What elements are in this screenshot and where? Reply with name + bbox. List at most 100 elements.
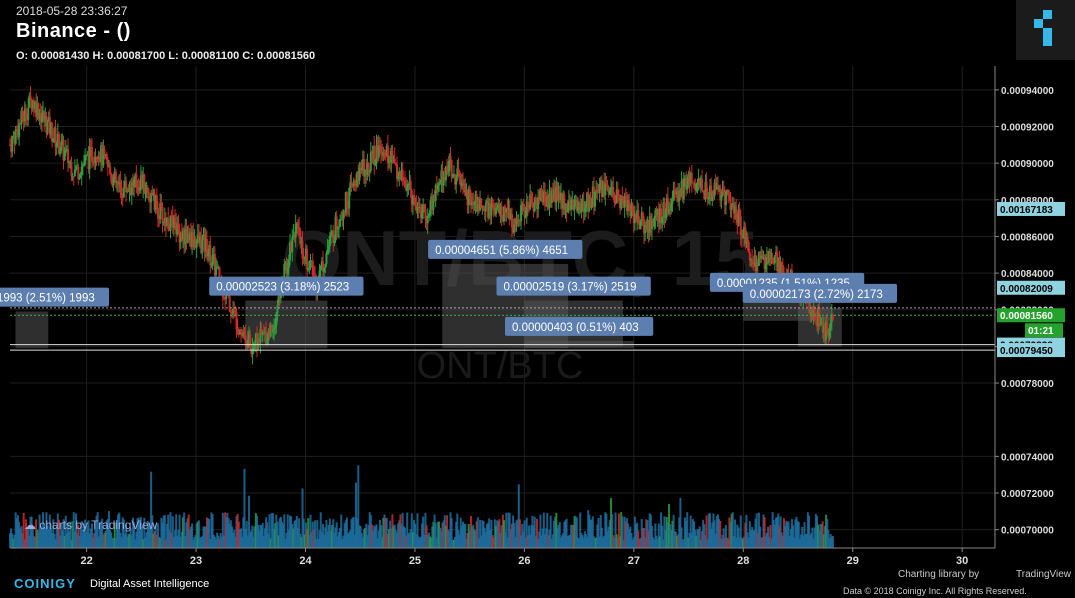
measurement-label-bg <box>209 276 364 296</box>
volume-bar <box>440 531 443 548</box>
volume-bar <box>416 513 419 548</box>
volume-bar <box>95 515 98 548</box>
candle-body <box>341 219 344 221</box>
volume-bar <box>604 512 607 548</box>
volume-bar <box>457 530 460 548</box>
footer-brand[interactable]: COINIGY <box>14 576 76 591</box>
candle-body <box>716 186 719 189</box>
candle-body <box>743 226 746 237</box>
volume-bar <box>624 521 627 548</box>
volume-bar <box>24 519 27 548</box>
volume-bar <box>566 536 569 548</box>
candle-body <box>143 174 146 194</box>
price-axis-labels: 0.00167183 0.00082009 0.00081560 01:21 0.000… <box>997 201 1065 358</box>
candle-body <box>43 111 46 121</box>
volume-bar <box>85 532 88 548</box>
volume-bar <box>619 535 622 548</box>
candle-body <box>28 95 31 108</box>
volume-bar <box>172 537 175 548</box>
tradingview-watermark[interactable]: ☁ charts by TradingView <box>24 518 157 532</box>
candle-body <box>697 178 700 183</box>
candle-body <box>306 248 309 270</box>
volume-bar <box>616 537 619 548</box>
volume-bar <box>636 522 639 548</box>
candle-body <box>122 188 125 198</box>
volume-bar <box>645 519 648 548</box>
candle-body <box>575 200 578 211</box>
candle-body <box>608 188 611 195</box>
volume-bar <box>506 537 509 548</box>
volume-bar <box>171 516 174 548</box>
candle-body <box>639 220 642 230</box>
volume-bar <box>237 521 240 548</box>
candle-body <box>120 187 123 195</box>
candle-body <box>709 185 712 198</box>
candle-body <box>160 203 163 207</box>
candle-body <box>463 183 466 185</box>
volume-bars <box>9 465 834 548</box>
volume-bar <box>210 512 213 548</box>
candle-body <box>689 172 692 184</box>
candle-body <box>635 213 638 220</box>
candle-body <box>92 161 95 163</box>
candle-body <box>390 151 393 163</box>
candle-body <box>16 129 19 138</box>
volume-bar <box>501 514 504 548</box>
volume-bar <box>551 534 554 548</box>
volume-bar <box>518 519 521 548</box>
candle-body <box>673 189 676 191</box>
candle-body <box>73 169 76 177</box>
volume-bar <box>798 538 801 548</box>
candle-body <box>431 196 434 210</box>
candle-body <box>362 159 365 177</box>
volume-bar <box>654 523 657 548</box>
candle-body <box>18 123 21 138</box>
volume-bar <box>496 520 499 548</box>
volume-bar <box>345 517 348 548</box>
candle-body <box>170 215 173 217</box>
volume-bar <box>740 537 743 548</box>
candle-body <box>712 192 715 196</box>
candle-body <box>450 160 453 177</box>
ohlc-readout: O: 0.00081430 H: 0.00081700 L: 0.0008110… <box>16 50 316 62</box>
tradingview-brand-link[interactable]: TradingView <box>1016 569 1072 580</box>
candle-body <box>119 182 122 188</box>
volume-bar <box>349 530 352 548</box>
candle-body <box>10 145 13 152</box>
candle-body <box>46 121 49 134</box>
coinigy-logo-icon[interactable] <box>1016 0 1075 60</box>
candle-body <box>235 312 238 330</box>
volume-bar <box>632 537 635 548</box>
volume-bar <box>51 532 54 548</box>
candle-body <box>113 171 116 178</box>
volume-bar <box>153 530 156 548</box>
volume-bar <box>635 524 638 548</box>
candle-body <box>332 230 335 243</box>
candle-body <box>480 198 483 208</box>
candle-body <box>772 261 775 264</box>
volume-bar <box>462 521 465 548</box>
volume-bar <box>422 516 425 548</box>
volume-bar <box>821 521 824 548</box>
volume-bar <box>772 519 775 548</box>
price-tick-label: 0.00086000 <box>1001 232 1054 243</box>
candle-body <box>154 195 157 210</box>
candle-body <box>240 329 243 333</box>
candle-body <box>736 219 739 224</box>
volume-bar <box>233 529 236 548</box>
candle-body <box>80 166 83 176</box>
volume-bar <box>548 530 551 548</box>
volume-bar <box>168 530 171 548</box>
candle-body <box>414 197 417 206</box>
volume-bar <box>468 530 471 548</box>
volume-bar <box>531 515 534 548</box>
candle-body <box>348 188 351 209</box>
volume-bar <box>823 525 826 548</box>
volume-bar <box>71 521 74 548</box>
candle-body <box>477 204 480 211</box>
volume-bar <box>143 517 146 548</box>
volume-bar <box>268 514 271 548</box>
candle-body <box>829 322 832 328</box>
candle-body <box>826 321 829 331</box>
